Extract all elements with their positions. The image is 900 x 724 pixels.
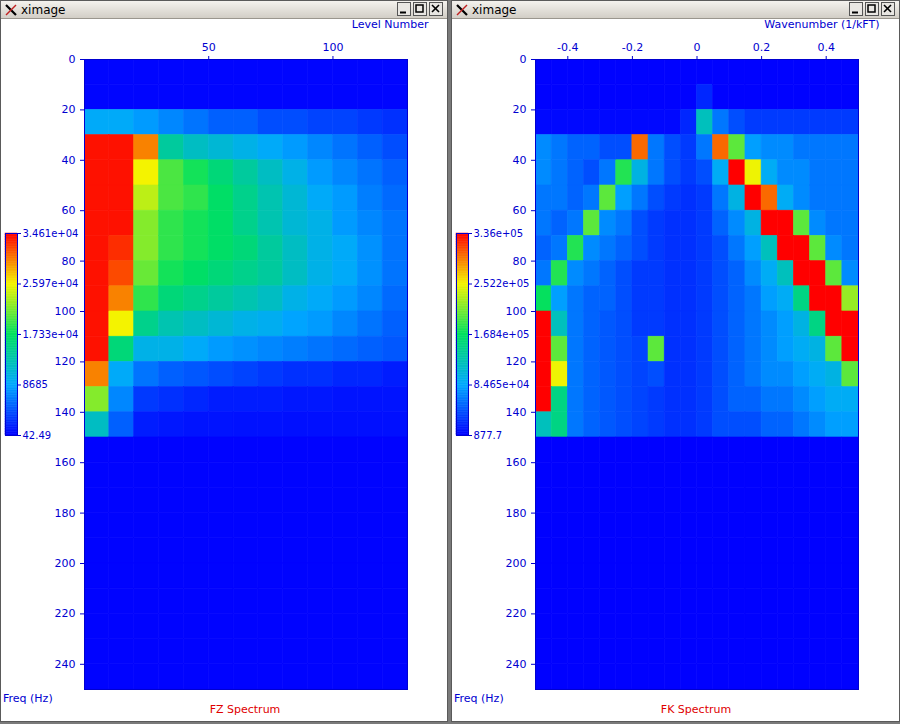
- svg-text:120: 120: [506, 355, 527, 368]
- svg-text:2.597e+04: 2.597e+04: [23, 278, 79, 289]
- svg-text:Wavenumber (1/kFT): Wavenumber (1/kFT): [764, 18, 879, 31]
- svg-text:42.49: 42.49: [23, 430, 52, 441]
- svg-text:220: 220: [506, 607, 527, 620]
- svg-text:-0.4: -0.4: [557, 41, 578, 54]
- html-text:FK Spectrum: FK Spectrum: [660, 703, 732, 716]
- svg-text:0.2: 0.2: [753, 41, 771, 54]
- svg-text:160: 160: [55, 456, 76, 469]
- svg-text:20: 20: [62, 103, 76, 116]
- svg-text:180: 180: [55, 507, 76, 520]
- svg-text:120: 120: [55, 355, 76, 368]
- svg-text:240: 240: [55, 658, 76, 671]
- svg-text:60: 60: [62, 204, 76, 217]
- svg-text:80: 80: [62, 255, 76, 268]
- svg-text:-0.2: -0.2: [622, 41, 643, 54]
- svg-text:2.522e+05: 2.522e+05: [474, 278, 530, 289]
- svg-text:100: 100: [55, 305, 76, 318]
- svg-text:180: 180: [506, 507, 527, 520]
- svg-text:240: 240: [506, 658, 527, 671]
- svg-text:50: 50: [202, 41, 216, 54]
- svg-text:100: 100: [322, 41, 343, 54]
- svg-text:200: 200: [506, 557, 527, 570]
- svg-text:1.684e+05: 1.684e+05: [474, 329, 530, 340]
- svg-text:877.7: 877.7: [474, 430, 503, 441]
- svg-text:40: 40: [513, 154, 527, 167]
- svg-text:0: 0: [694, 41, 701, 54]
- svg-text:0: 0: [520, 53, 527, 66]
- svg-text:200: 200: [55, 557, 76, 570]
- svg-text:0: 0: [69, 53, 76, 66]
- svg-text:3.461e+04: 3.461e+04: [23, 228, 79, 239]
- svg-text:3.36e+05: 3.36e+05: [474, 228, 524, 239]
- svg-text:140: 140: [506, 406, 527, 419]
- html-text:ximage: ximage: [472, 3, 517, 17]
- svg-text:40: 40: [62, 154, 76, 167]
- svg-text:Level Number: Level Number: [352, 18, 429, 31]
- html-text:ximage: ximage: [21, 3, 66, 17]
- svg-text:0.4: 0.4: [817, 41, 835, 54]
- svg-text:8.465e+04: 8.465e+04: [474, 379, 530, 390]
- svg-text:80: 80: [513, 255, 527, 268]
- svg-text:60: 60: [513, 204, 527, 217]
- svg-text:1.733e+04: 1.733e+04: [23, 329, 79, 340]
- svg-text:140: 140: [55, 406, 76, 419]
- svg-text:220: 220: [55, 607, 76, 620]
- svg-text:100: 100: [506, 305, 527, 318]
- html-text:FZ Spectrum: FZ Spectrum: [209, 703, 281, 716]
- svg-text:8685: 8685: [23, 379, 48, 390]
- html-text:Freq (Hz): Freq (Hz): [454, 692, 504, 705]
- svg-text:160: 160: [506, 456, 527, 469]
- html-text:Freq (Hz): Freq (Hz): [3, 692, 53, 705]
- svg-text:20: 20: [513, 103, 527, 116]
